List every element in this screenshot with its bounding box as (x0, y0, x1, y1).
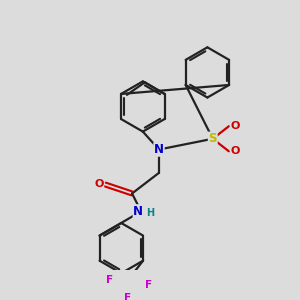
Text: O: O (230, 121, 240, 131)
Text: H: H (146, 208, 154, 218)
Text: N: N (133, 205, 143, 218)
Text: N: N (154, 143, 164, 156)
Text: S: S (208, 132, 217, 145)
Text: O: O (230, 146, 240, 156)
Text: F: F (106, 275, 113, 285)
Text: F: F (145, 280, 152, 290)
Text: O: O (94, 179, 104, 190)
Text: F: F (124, 293, 131, 300)
